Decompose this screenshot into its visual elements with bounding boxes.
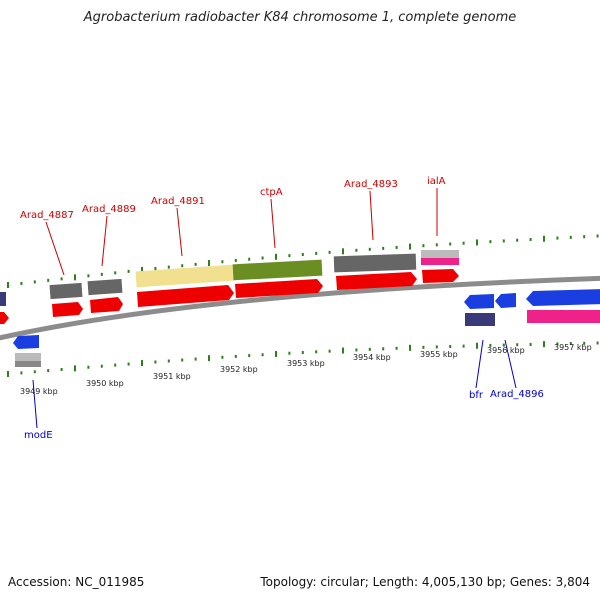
genome-stats-text: Topology: circular; Length: 4,005,130 bp… [260, 575, 590, 589]
gene-label-arad-4893: Arad_4893 [344, 179, 398, 190]
gene-box-lightgray-mode[interactable] [15, 353, 41, 361]
gene-label-ctpa: ctpA [260, 187, 283, 198]
gene-box-pink-long[interactable] [527, 310, 600, 323]
cds-arrow-left[interactable] [0, 312, 9, 324]
gene-label-arad-4891: Arad_4891 [151, 196, 205, 207]
gene-box-lightgray-top[interactable] [421, 250, 459, 258]
cds-arrow-2[interactable] [90, 297, 123, 313]
chromosome-backbone [0, 275, 600, 341]
gene-label-arad-4889: Arad_4889 [82, 204, 136, 215]
top-gene-row [0, 250, 459, 306]
gene-label-mode: modE [24, 430, 53, 441]
gene-label-iala: ialA [427, 176, 446, 187]
tick-3952: 3952 kbp [220, 365, 258, 374]
tick-3949: 3949 kbp [20, 387, 58, 396]
cds-arrow-5[interactable] [336, 272, 417, 290]
tick-3955: 3955 kbp [420, 350, 458, 359]
leader-arad-4891 [176, 207, 183, 257]
tick-3957: 3957 kbp [554, 343, 592, 352]
cds-arrow-4[interactable] [235, 279, 323, 298]
gene-label-bfr: bfr [469, 390, 484, 401]
gene-box-pink-top[interactable] [421, 258, 459, 265]
leader-mode [32, 379, 38, 429]
leader-arad-4887 [45, 221, 65, 276]
leader-arad-4896 [504, 339, 517, 389]
gene-label-arad-4887: Arad_4887 [20, 210, 74, 221]
gene-box-olive[interactable] [232, 259, 323, 281]
gene-box-gray-3[interactable] [333, 253, 417, 273]
leader-arad-4893 [369, 190, 374, 241]
gene-labels: Arad_4887 Arad_4889 Arad_4891 ctpA Arad_… [20, 176, 544, 441]
tick-3950: 3950 kbp [86, 379, 124, 388]
gene-box-gray-mode[interactable] [15, 361, 41, 367]
gene-label-arad-4896: Arad_4896 [490, 389, 544, 400]
leader-bfr [475, 339, 484, 389]
map-title: Agrobacterium radiobacter K84 chromosome… [83, 10, 517, 25]
gene-arrow-blue-long[interactable] [526, 289, 600, 306]
bottom-gene-row [13, 289, 600, 367]
cds-arrow-6[interactable] [422, 269, 459, 283]
bottom-tick-row [7, 341, 599, 377]
gene-arrow-blue-mode[interactable] [13, 335, 39, 349]
gene-box-gray-2[interactable] [87, 278, 123, 296]
top-cds-row [0, 269, 459, 324]
leader-ctpa [270, 198, 276, 249]
gene-box-yellow[interactable] [135, 264, 235, 288]
gene-box-navy-left[interactable] [0, 292, 6, 306]
cds-arrow-1[interactable] [52, 302, 83, 317]
tick-3951: 3951 kbp [153, 372, 191, 381]
label-leaders [32, 188, 517, 429]
gene-arrow-blue-bfr[interactable] [464, 294, 494, 309]
tick-3956: 3956 kbp [487, 346, 525, 355]
gene-arrow-blue-arad-4896[interactable] [495, 293, 516, 308]
tick-3954: 3954 kbp [353, 353, 391, 362]
accession-text: Accession: NC_011985 [8, 575, 145, 589]
cds-arrow-3[interactable] [137, 285, 234, 307]
gene-box-gray-1[interactable] [49, 282, 83, 300]
tick-3953: 3953 kbp [287, 359, 325, 368]
scale-labels: 3949 kbp 3950 kbp 3951 kbp 3952 kbp 3953… [20, 343, 592, 396]
leader-arad-4889 [101, 215, 108, 267]
gene-box-navy-bfr[interactable] [465, 313, 495, 326]
